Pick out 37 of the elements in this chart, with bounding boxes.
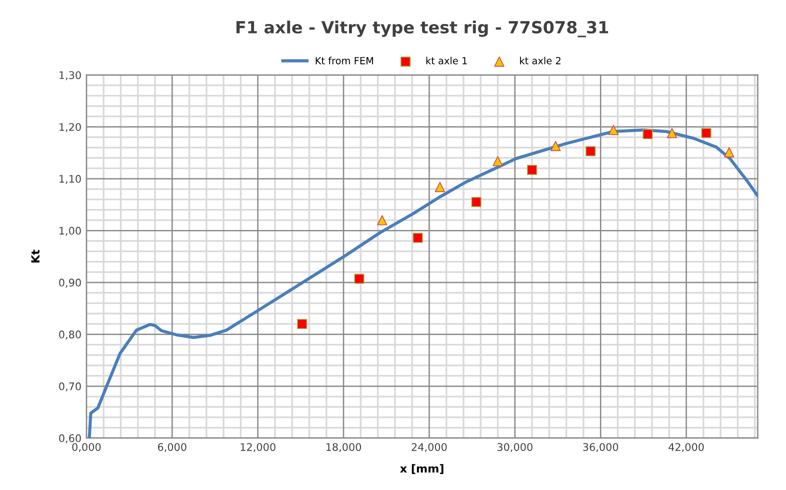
y-axis-title: Kt bbox=[31, 250, 40, 262]
y-tick-label: 1,20 bbox=[60, 123, 81, 132]
point bbox=[608, 124, 619, 136]
x-tick-label: 30,000 bbox=[497, 443, 532, 452]
point bbox=[471, 196, 482, 208]
x-tick-label: 24,000 bbox=[412, 443, 447, 452]
y-tick-label: 1,30 bbox=[60, 71, 81, 80]
x-tick-label: 0,000 bbox=[72, 443, 101, 452]
x-axis-title: x [mm] bbox=[400, 464, 444, 474]
y-tick-label: 0,80 bbox=[59, 330, 81, 340]
y-tick-label: 0,60 bbox=[59, 434, 81, 444]
point bbox=[586, 146, 596, 156]
legend-label: kt axle 2 bbox=[520, 56, 560, 64]
y-tick-label: 0,90 bbox=[59, 278, 81, 288]
x-tick-label: 18,000 bbox=[326, 443, 362, 452]
x-tick-label: 42,000 bbox=[668, 443, 704, 452]
point bbox=[354, 274, 364, 284]
legend-label: Kt from FEM bbox=[316, 56, 373, 64]
chart-title: F1 axle - Vitry type test rig - 77S078_31 bbox=[236, 20, 608, 38]
y-tick-label: 1,00 bbox=[60, 226, 81, 236]
point bbox=[297, 318, 308, 330]
x-tick-label: 12,000 bbox=[240, 443, 276, 452]
point bbox=[666, 128, 678, 138]
point bbox=[724, 147, 734, 158]
x-tick-label: 6,000 bbox=[158, 443, 186, 452]
point bbox=[550, 140, 561, 152]
y-tick-label: 1,10 bbox=[60, 174, 81, 184]
y-tick-label: 0,70 bbox=[59, 382, 81, 392]
point bbox=[434, 182, 446, 192]
point bbox=[701, 128, 712, 138]
point bbox=[377, 215, 388, 226]
point bbox=[492, 156, 503, 166]
x-tick-label: 36,000 bbox=[583, 443, 618, 452]
point bbox=[526, 164, 538, 175]
point bbox=[642, 129, 653, 140]
legend-label: kt axle 1 bbox=[426, 56, 467, 64]
point bbox=[412, 232, 423, 243]
